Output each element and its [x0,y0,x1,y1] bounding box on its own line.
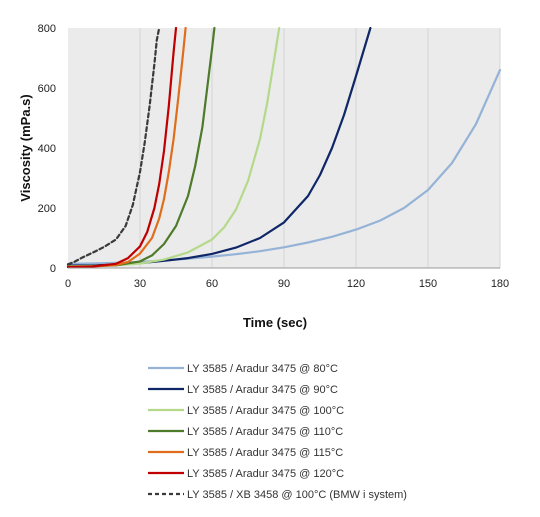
x-tick-label: 120 [347,278,365,290]
gridlines [139,28,501,268]
y-tick-label: 400 [38,143,56,155]
y-tick-label: 600 [38,83,56,95]
legend-label-6: LY 3585 / XB 3458 @ 100°C (BMW i system) [187,489,407,501]
x-tick-label: 180 [491,278,509,290]
series-lines [66,26,502,269]
x-tick-label: 30 [134,278,146,290]
series-line-6 [66,26,161,266]
x-tick-label: 60 [206,278,218,290]
x-axis-title: Time (sec) [243,315,307,330]
legend-label-3: LY 3585 / Aradur 3475 @ 110°C [187,426,343,438]
x-tick-label: 0 [65,278,71,290]
legend: LY 3585 / Aradur 3475 @ 80°C LY 3585 / Ar… [148,363,407,501]
y-axis-title: Viscosity (mPa.s) [18,94,33,201]
legend-label-5: LY 3585 / Aradur 3475 @ 120°C [187,468,344,480]
tick-labels: 0 30 60 90 120 150 180 0 200 400 600 800 [38,23,510,290]
y-tick-label: 200 [38,203,56,215]
legend-label-1: LY 3585 / Aradur 3475 @ 90°C [187,384,338,396]
legend-label-0: LY 3585 / Aradur 3475 @ 80°C [187,363,338,375]
series-line-4 [66,26,187,268]
legend-label-2: LY 3585 / Aradur 3475 @ 100°C [187,405,344,417]
y-tick-label: 0 [50,263,56,275]
series-line-5 [66,26,178,269]
legend-label-4: LY 3585 / Aradur 3475 @ 115°C [187,447,343,459]
x-tick-label: 150 [419,278,437,290]
x-tick-label: 90 [278,278,290,290]
y-tick-label: 800 [38,23,56,35]
